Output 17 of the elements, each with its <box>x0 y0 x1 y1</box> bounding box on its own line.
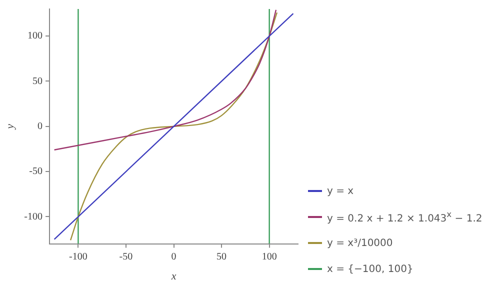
x-tick-label: -100 <box>69 251 88 262</box>
y-tick-label: 0 <box>38 121 43 132</box>
legend-label: y = x <box>327 186 354 196</box>
x-axis-title: x <box>170 270 176 282</box>
x-tick-label: 50 <box>216 251 227 262</box>
line-series <box>54 9 277 150</box>
y-tick-label: 100 <box>28 30 43 42</box>
x-tick-label: 100 <box>262 251 277 262</box>
legend-label: y = x³/10000 <box>327 238 393 248</box>
y-tick-label: 50 <box>32 76 43 87</box>
y-axis-title: y <box>4 124 16 130</box>
legend-label: y = 0.2 x + 1.2 × 1.043$^{x}$ − 1.2 <box>327 209 482 225</box>
y-tick-label: -50 <box>29 166 43 178</box>
y-tick-label: -100 <box>24 211 43 222</box>
x-tick-label: 0 <box>171 251 176 262</box>
x-tick-label: -50 <box>119 251 133 262</box>
legend-label: x = {−100, 100} <box>327 264 414 274</box>
